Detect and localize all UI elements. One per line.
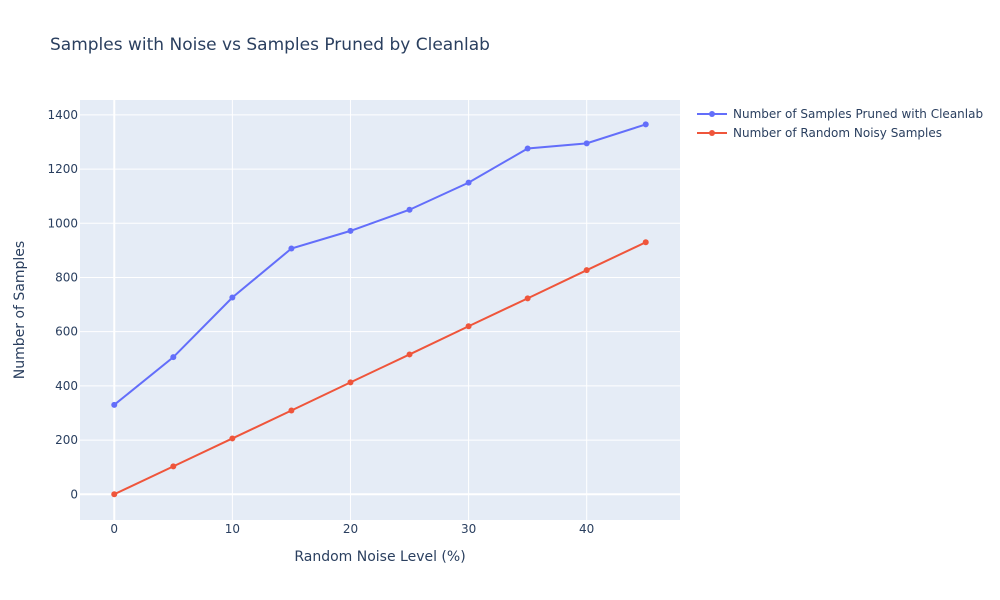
y-tick-label: 1000 bbox=[47, 216, 78, 230]
data-point bbox=[288, 245, 295, 252]
data-point bbox=[524, 145, 531, 152]
data-point bbox=[111, 401, 118, 408]
data-point bbox=[583, 267, 590, 274]
legend-label: Number of Random Noisy Samples bbox=[733, 126, 942, 140]
y-tick-label: 1200 bbox=[47, 162, 78, 176]
series-1 bbox=[111, 121, 649, 408]
y-tick-label: 0 bbox=[70, 487, 78, 501]
legend-marker bbox=[709, 111, 715, 117]
data-point bbox=[465, 179, 472, 186]
data-point bbox=[406, 206, 413, 213]
data-point bbox=[170, 354, 177, 361]
series-layer bbox=[111, 121, 649, 498]
x-tick-label: 30 bbox=[461, 522, 476, 536]
series-line bbox=[113, 241, 647, 496]
data-point bbox=[465, 323, 472, 330]
data-point bbox=[111, 491, 118, 498]
gridlines bbox=[80, 100, 680, 520]
series-2 bbox=[111, 239, 649, 498]
x-tick-label: 40 bbox=[579, 522, 594, 536]
legend-item-1[interactable]: Number of Samples Pruned with Cleanlab bbox=[697, 107, 983, 121]
x-tick-label: 10 bbox=[225, 522, 240, 536]
y-tick-label: 600 bbox=[55, 325, 78, 339]
y-tick-label: 400 bbox=[55, 379, 78, 393]
x-tick-labels: 0 10 20 30 40 bbox=[110, 522, 594, 536]
data-point bbox=[406, 351, 413, 358]
legend-item-2[interactable]: Number of Random Noisy Samples bbox=[697, 126, 942, 140]
data-point bbox=[347, 227, 354, 234]
data-point bbox=[288, 407, 295, 414]
chart-title: Samples with Noise vs Samples Pruned by … bbox=[50, 35, 490, 55]
legend-marker bbox=[709, 130, 715, 136]
x-tick-label: 20 bbox=[343, 522, 358, 536]
data-point bbox=[229, 435, 236, 442]
y-tick-label: 1400 bbox=[47, 108, 78, 122]
y-axis-title: Number of Samples bbox=[12, 241, 28, 379]
data-point bbox=[229, 294, 236, 301]
x-axis-title: Random Noise Level (%) bbox=[294, 549, 465, 565]
data-point bbox=[642, 121, 649, 128]
y-tick-label: 800 bbox=[55, 270, 78, 284]
data-point bbox=[583, 140, 590, 147]
data-point bbox=[170, 463, 177, 470]
plot-background bbox=[80, 100, 680, 520]
legend[interactable]: Number of Samples Pruned with Cleanlab Nu… bbox=[697, 107, 983, 140]
series-line bbox=[113, 123, 647, 406]
data-point bbox=[642, 239, 649, 246]
data-point bbox=[524, 295, 531, 302]
y-tick-labels: 0 200 400 600 800 1000 1200 1400 bbox=[47, 108, 78, 501]
legend-label: Number of Samples Pruned with Cleanlab bbox=[733, 107, 983, 121]
data-point bbox=[347, 379, 354, 386]
y-tick-label: 200 bbox=[55, 433, 78, 447]
x-tick-label: 0 bbox=[110, 522, 118, 536]
